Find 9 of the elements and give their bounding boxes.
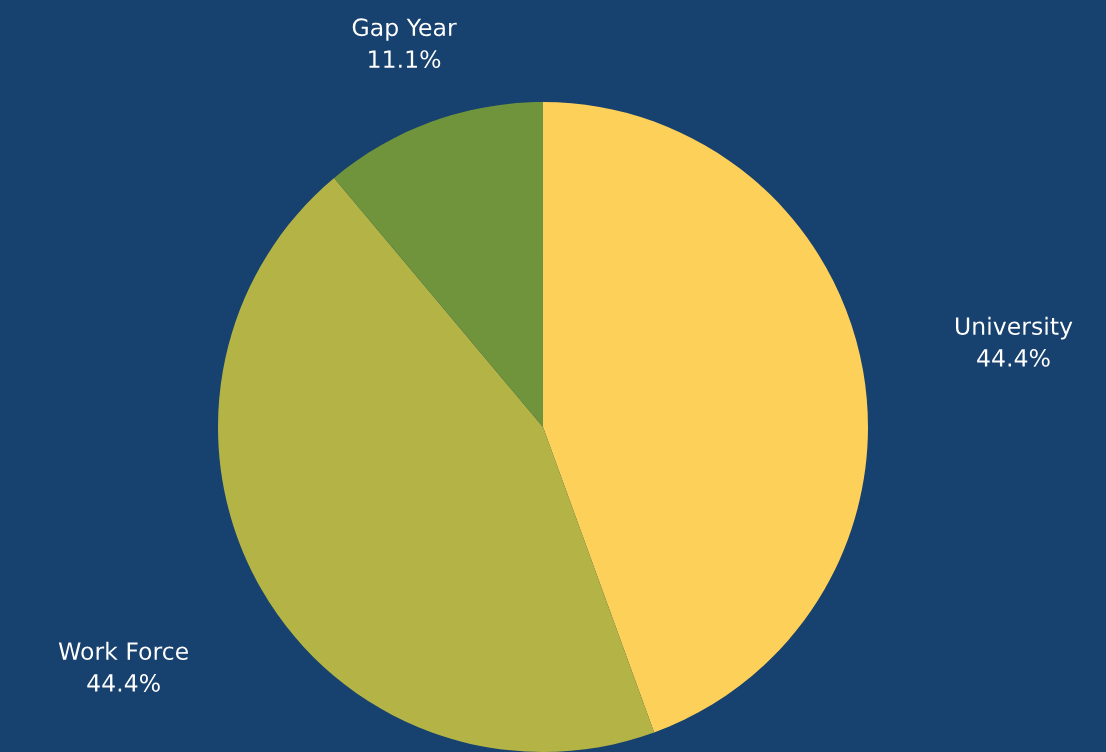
pie-slice (543, 102, 868, 733)
pie-slice (334, 102, 543, 427)
pie-slice (218, 178, 655, 752)
data-label: 11.1% (369, 50, 441, 69)
slice-label: Work Force (58, 641, 188, 661)
slice-label: Gap Year (352, 18, 457, 41)
data-label: 44.4% (977, 348, 1050, 367)
slice-label: University (955, 316, 1073, 340)
data-label: 44.4% (87, 674, 160, 692)
